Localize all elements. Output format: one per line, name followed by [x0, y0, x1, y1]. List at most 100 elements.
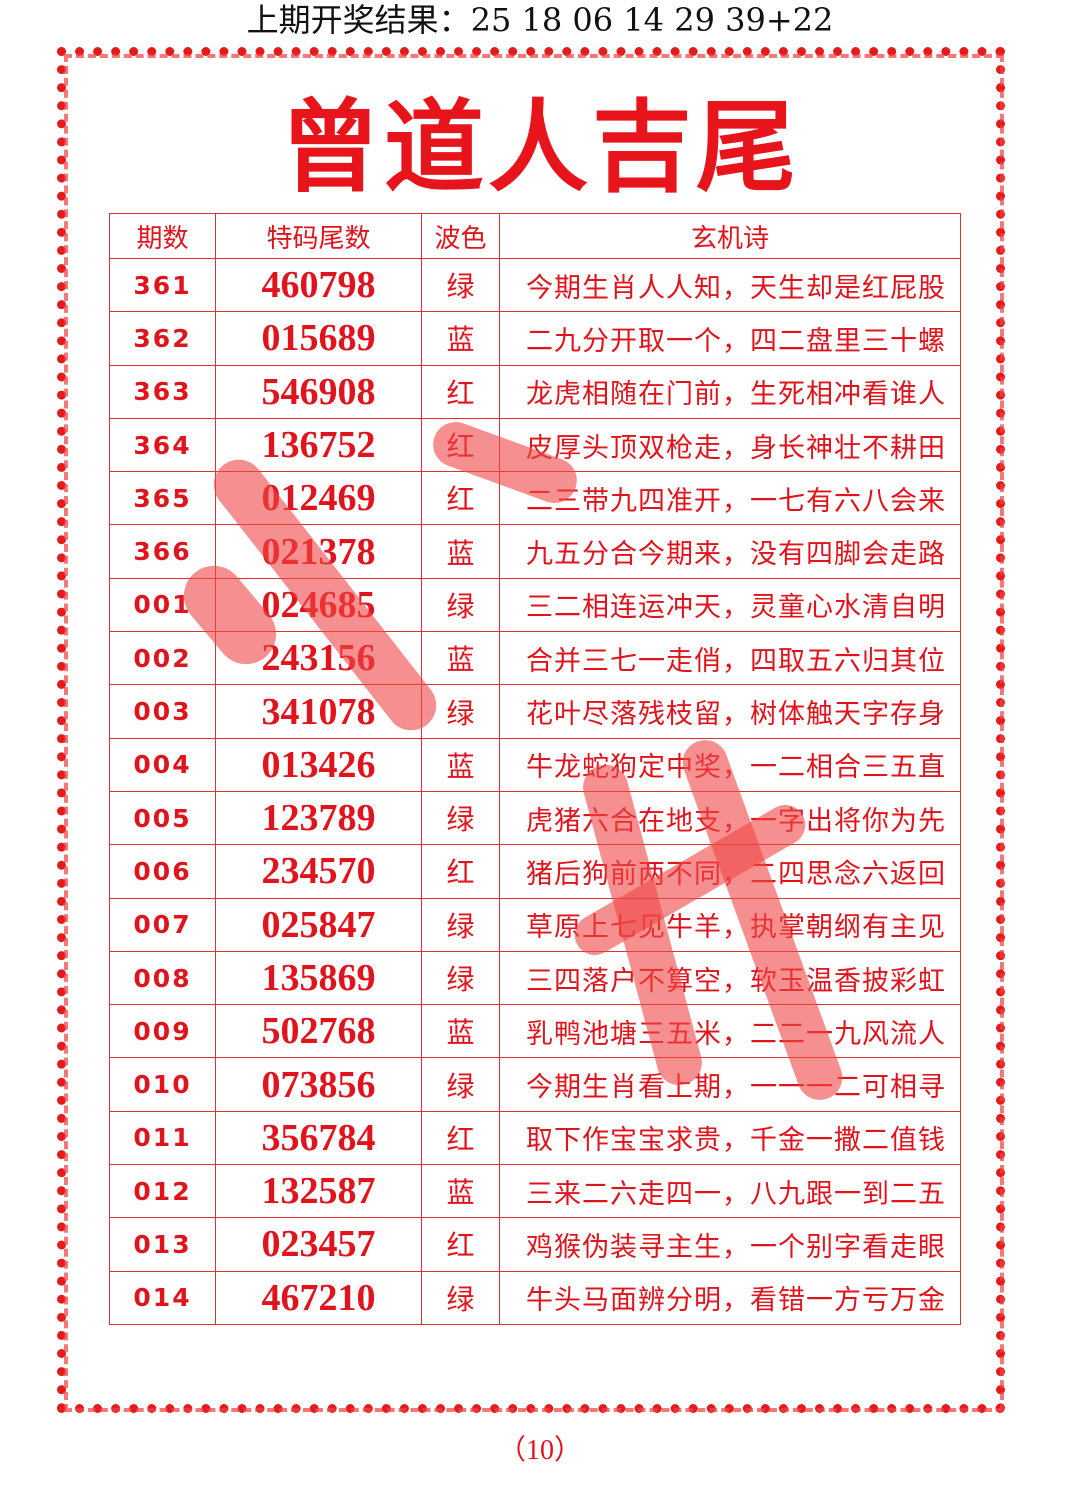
table-row: 010 073856 绿今期生肖看上期，一一一二可相寻: [109, 1057, 961, 1112]
tail-numbers-cell: 135869: [215, 950, 422, 1006]
table-row: 003 341078 绿花叶尽落残枝留，树体触天字存身: [109, 684, 961, 739]
period-cell: 363: [109, 364, 216, 419]
tail-numbers-cell: 023457: [215, 1217, 422, 1272]
tail-numbers-cell: 024685: [215, 577, 422, 633]
wave-color-cell: 绿: [421, 790, 500, 846]
poem-cell: 三来二六走四一，八九跟一到二五: [499, 1164, 961, 1219]
last-draw-result: 上期开奖结果：25 18 06 14 29 39+22: [246, 1, 834, 39]
tail-numbers-cell: 356784: [215, 1110, 422, 1166]
wave-color-cell: 红: [421, 1110, 500, 1166]
period-cell: 364: [109, 417, 216, 473]
period-cell: 361: [109, 257, 216, 313]
period-cell: 362: [109, 311, 216, 366]
period-cell: 007: [109, 897, 216, 952]
wave-color-cell: 绿: [421, 1270, 500, 1325]
wave-color-cell: 绿: [421, 577, 500, 633]
table-row: 014 467210 绿牛头马面辨分明，看错一方亏万金: [109, 1270, 961, 1325]
tail-numbers-cell: 546908: [215, 364, 422, 419]
col-tail-numbers: 特码尾数: [215, 213, 422, 259]
wave-color-cell: 蓝: [421, 1004, 500, 1059]
table-row: 361 460798 绿今期生肖人人知，天生却是红屁股: [109, 257, 961, 313]
wave-color-cell: 蓝: [421, 631, 500, 686]
table-row: 006 234570 红猪后狗前两不同，二四思念六返回: [109, 844, 961, 899]
table-row: 002 243156 蓝合并三七一走俏，四取五六归其位: [109, 631, 961, 686]
poem-cell: 今期生肖人人知，天生却是红屁股: [499, 257, 961, 313]
wave-color-cell: 绿: [421, 684, 500, 739]
period-cell: 010: [109, 1057, 216, 1112]
table-header: 期数 特码尾数 波色 玄机诗: [109, 213, 961, 259]
tail-numbers-cell: 132587: [215, 1164, 422, 1219]
wave-color-cell: 蓝: [421, 524, 500, 579]
period-cell: 012: [109, 1164, 216, 1219]
col-wave-color: 波色: [421, 213, 500, 259]
tail-numbers-cell: 012469: [215, 471, 422, 526]
table-row: 365 012469 红二三带九四准开，一七有六八会来: [109, 471, 961, 526]
tail-numbers-cell: 502768: [215, 1004, 422, 1059]
wave-color-cell: 红: [421, 844, 500, 899]
wave-color-cell: 红: [421, 1217, 500, 1272]
table-row: 012 132587 蓝三来二六走四一，八九跟一到二五: [109, 1164, 961, 1219]
poem-cell: 三二相连运冲天，灵童心水清自明: [499, 577, 961, 633]
table-row: 013 023457 红鸡猴伪装寻主生，一个别字看走眼: [109, 1217, 961, 1272]
tail-numbers-cell: 243156: [215, 631, 422, 686]
poem-cell: 牛龙蛇狗定中奖，一二相合三五直: [499, 737, 961, 792]
poem-cell: 今期生肖看上期，一一一二可相寻: [499, 1057, 961, 1112]
decorative-border-inner: [64, 54, 1004, 1412]
wave-color-cell: 红: [421, 471, 500, 526]
poem-cell: 花叶尽落残枝留，树体触天字存身: [499, 684, 961, 739]
poem-cell: 草原上七见牛羊，执掌朝纲有主见: [499, 897, 961, 952]
period-cell: 013: [109, 1217, 216, 1272]
wave-color-cell: 绿: [421, 950, 500, 1006]
period-cell: 009: [109, 1004, 216, 1059]
poem-cell: 龙虎相随在门前，生死相冲看谁人: [499, 364, 961, 419]
tail-numbers-cell: 460798: [215, 257, 422, 313]
wave-color-cell: 绿: [421, 257, 500, 313]
page-title: 曾道人吉尾: [280, 89, 800, 206]
period-cell: 005: [109, 790, 216, 846]
wave-color-cell: 蓝: [421, 1164, 500, 1219]
period-cell: 365: [109, 471, 216, 526]
poem-cell: 皮厚头顶双枪走，身长神壮不耕田: [499, 417, 961, 473]
poem-cell: 乳鸭池塘三五米，二二一九风流人: [499, 1004, 961, 1059]
page-number: （10）: [497, 1435, 582, 1466]
table-row: 364 136752 红皮厚头顶双枪走，身长神壮不耕田: [109, 417, 961, 473]
wave-color-cell: 蓝: [421, 311, 500, 366]
table-row: 366 021378 蓝九五分合今期来，没有四脚会走路: [109, 524, 961, 579]
tail-numbers-cell: 341078: [215, 684, 422, 739]
poem-cell: 牛头马面辨分明，看错一方亏万金: [499, 1270, 961, 1325]
tail-numbers-cell: 467210: [215, 1270, 422, 1325]
table-row: 007 025847 绿草原上七见牛羊，执掌朝纲有主见: [109, 897, 961, 952]
poem-cell: 三四落户不算空，软玉温香披彩虹: [499, 950, 961, 1006]
tail-numbers-cell: 013426: [215, 737, 422, 792]
period-cell: 002: [109, 631, 216, 686]
poem-cell: 二三带九四准开，一七有六八会来: [499, 471, 961, 526]
period-cell: 004: [109, 737, 216, 792]
wave-color-cell: 红: [421, 364, 500, 419]
poem-cell: 九五分合今期来，没有四脚会走路: [499, 524, 961, 579]
prediction-table: 期数 特码尾数 波色 玄机诗 361 460798 绿今期生肖人人知，天生却是红屁股…: [109, 213, 961, 1325]
period-cell: 003: [109, 684, 216, 739]
period-cell: 014: [109, 1270, 216, 1325]
poem-cell: 合并三七一走俏，四取五六归其位: [499, 631, 961, 686]
table-row: 363 546908 红龙虎相随在门前，生死相冲看谁人: [109, 364, 961, 419]
table-row: 011 356784 红取下作宝宝求贵，千金一撒二值钱: [109, 1110, 961, 1166]
period-cell: 011: [109, 1110, 216, 1166]
col-poem: 玄机诗: [499, 213, 961, 259]
tail-numbers-cell: 136752: [215, 417, 422, 473]
tail-numbers-cell: 015689: [215, 311, 422, 366]
table-row: 008 135869 绿三四落户不算空，软玉温香披彩虹: [109, 950, 961, 1006]
wave-color-cell: 蓝: [421, 737, 500, 792]
period-cell: 001: [109, 577, 216, 633]
poem-cell: 虎猪六合在地支，一字出将你为先: [499, 790, 961, 846]
wave-color-cell: 绿: [421, 1057, 500, 1112]
poem-cell: 鸡猴伪装寻主生，一个别字看走眼: [499, 1217, 961, 1272]
table-row: 362 015689 蓝二九分开取一个，四二盘里三十螺: [109, 311, 961, 366]
period-cell: 008: [109, 950, 216, 1006]
period-cell: 006: [109, 844, 216, 899]
poem-cell: 二九分开取一个，四二盘里三十螺: [499, 311, 961, 366]
poem-cell: 猪后狗前两不同，二四思念六返回: [499, 844, 961, 899]
tail-numbers-cell: 025847: [215, 897, 422, 952]
table-row: 005 123789 绿虎猪六合在地支，一字出将你为先: [109, 790, 961, 846]
table-row: 009 502768 蓝乳鸭池塘三五米，二二一九风流人: [109, 1004, 961, 1059]
